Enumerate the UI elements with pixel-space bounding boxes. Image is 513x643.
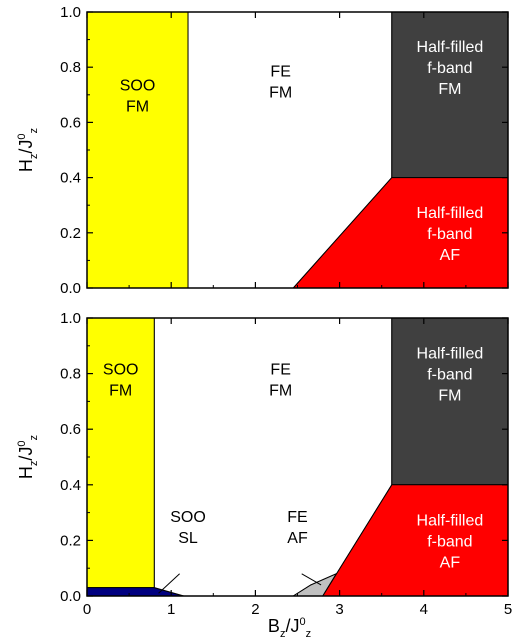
y-tick-label: 0.8	[60, 59, 81, 76]
annotation-fe_af_label-0: FE	[287, 509, 307, 526]
x-axis-label: Bz/J0z	[268, 616, 311, 640]
panel-bottom: SOO FM FE FM Half-filled f-band FM Half-filled f…	[16, 310, 512, 640]
x-tick-label: 3	[335, 601, 343, 618]
region-label-fe_fm-1: FM	[269, 383, 292, 400]
y-axis-label: Hz/J0z	[16, 435, 40, 479]
region-soo_fm	[86, 11, 189, 289]
region-label-hf_af-2: AF	[440, 554, 461, 571]
y-tick-label: 0.2	[60, 532, 81, 549]
x-tick-label: 5	[504, 601, 512, 618]
y-tick-label: 1.0	[60, 4, 81, 21]
region-label-soo_fm-0: SOO	[120, 77, 156, 94]
region-label-soo_fm-1: FM	[109, 383, 132, 400]
y-axis-label-text: Hz/J0z	[16, 435, 40, 479]
y-tick-label: 0.4	[60, 170, 81, 187]
annotation-soo_sl_label-0: SOO	[170, 509, 206, 526]
x-axis-label-text: Bz/J0z	[268, 616, 311, 640]
region-label-hf_fm-0: Half-filled	[417, 346, 484, 363]
y-tick-label: 1.0	[60, 310, 81, 327]
annotation-pointer-fe_af_label	[301, 573, 322, 586]
annotation-soo_sl_label-1: SL	[178, 530, 198, 547]
y-tick-label: 0.2	[60, 225, 81, 242]
region-label-hf_af-1: f-band	[427, 226, 472, 243]
region-label-fe_fm-1: FM	[269, 85, 292, 102]
y-tick-label: 0.4	[60, 477, 81, 494]
annotation-fe_af_label-1: AF	[287, 530, 308, 547]
y-tick-label: 0.0	[60, 588, 81, 605]
y-axis-label: Hz/J0z	[16, 128, 40, 172]
region-label-hf_fm-2: FM	[438, 81, 461, 98]
region-label-hf_fm-1: f-band	[427, 60, 472, 77]
region-label-hf_af-2: AF	[440, 247, 461, 264]
region-label-fe_fm-0: FE	[270, 362, 290, 379]
x-tick-label: 0	[83, 601, 91, 618]
x-tick-label: 1	[167, 601, 175, 618]
x-tick-label: 2	[251, 601, 259, 618]
panel-top: SOO FM FE FM Half-filled f-band FM Half-filled f…	[16, 4, 509, 297]
region-label-hf_af-1: f-band	[427, 533, 472, 550]
region-soo_fm	[86, 317, 155, 589]
region-label-hf_af-0: Half-filled	[417, 205, 484, 222]
y-tick-label: 0.0	[60, 280, 81, 297]
region-label-fe_fm-0: FE	[270, 64, 290, 81]
region-label-soo_fm-1: FM	[126, 98, 149, 115]
y-tick-label: 0.8	[60, 366, 81, 383]
x-tick-label: 4	[420, 601, 428, 618]
annotation-pointer-soo_sl_label	[158, 573, 180, 594]
region-label-hf_fm-2: FM	[438, 388, 461, 405]
region-label-soo_fm-0: SOO	[103, 362, 139, 379]
region-label-hf_fm-1: f-band	[427, 367, 472, 384]
region-label-hf_fm-0: Half-filled	[417, 39, 484, 56]
region-label-hf_af-0: Half-filled	[417, 512, 484, 529]
y-tick-label: 0.6	[60, 421, 81, 438]
y-axis-label-text: Hz/J0z	[16, 128, 40, 172]
y-tick-label: 0.6	[60, 114, 81, 131]
